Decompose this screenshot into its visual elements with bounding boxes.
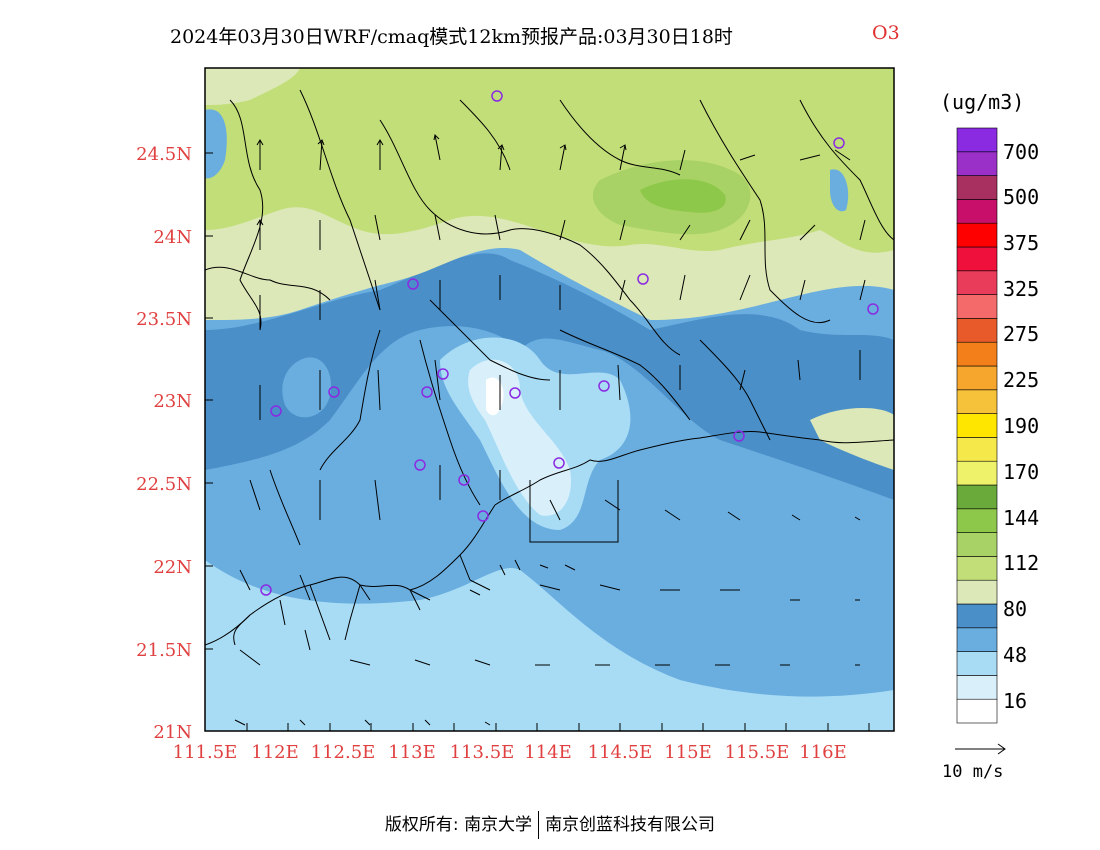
- title-main: 2024年03月30日WRF/cmaq模式12km预报产品:03月30日18时: [170, 26, 733, 48]
- colorbar-segment: [956, 175, 998, 200]
- colorbar-label: 16: [1003, 689, 1027, 713]
- colorbar-segment: [956, 246, 998, 272]
- colorbar-segment: [956, 651, 998, 676]
- colorbar-segment: [956, 222, 998, 248]
- colorbar-segment: [956, 199, 998, 224]
- colorbar-label: 170: [1003, 460, 1039, 484]
- colorbar-label: 700: [1003, 140, 1039, 164]
- colorbar-segment: [956, 603, 998, 629]
- lon-label: 114.5E: [588, 742, 653, 763]
- lon-label: 112.5E: [311, 742, 376, 763]
- colorbar-segment: [956, 270, 998, 295]
- colorbar-label: 190: [1003, 414, 1039, 438]
- colorbar-segment: [956, 556, 998, 581]
- colorbar-segment: [956, 437, 998, 462]
- lat-label: 24.5N: [136, 144, 192, 165]
- colorbar-segment: [956, 365, 998, 391]
- colorbar: [956, 127, 998, 724]
- colorbar-segment: [956, 151, 998, 176]
- lat-label: 22N: [153, 557, 192, 578]
- copyright-owner1: 南京大学: [464, 815, 533, 835]
- wind-vectors: [234, 133, 866, 726]
- colorbar-label: 48: [1003, 643, 1027, 667]
- copyright: 版权所有: 南京大学 南京创蓝科技有限公司: [0, 810, 1100, 839]
- lat-label: 22.5N: [136, 474, 192, 495]
- latitude-labels: 24.5N 24N 23.5N 23N 22.5N 22N 21.5N 21N: [136, 144, 192, 743]
- colorbar-segment: [956, 627, 998, 652]
- lat-label: 23N: [153, 391, 192, 412]
- colorbar-labels: 16 48 80 112 144 170 190 225 275 325 375…: [1003, 140, 1039, 713]
- colorbar-segment: [956, 579, 998, 605]
- colorbar-label: 80: [1003, 597, 1027, 621]
- lon-label: 114E: [524, 742, 572, 763]
- concentration-field: [205, 68, 894, 731]
- copyright-owner2: 南京创蓝科技有限公司: [545, 815, 716, 835]
- colorbar-unit: (ug/m3): [940, 90, 1025, 114]
- colorbar-label: 325: [1003, 277, 1039, 301]
- longitude-labels: 111.5E 112E 112.5E 113E 113.5E 114E 114.…: [173, 742, 847, 763]
- colorbar-label: 275: [1003, 322, 1039, 346]
- colorbar-segment: [956, 318, 998, 343]
- lon-label: 115E: [664, 742, 712, 763]
- lon-label: 113.5E: [450, 742, 515, 763]
- colorbar-label: 144: [1003, 506, 1039, 530]
- colorbar-segment: [956, 698, 998, 724]
- wind-reference-arrow: [955, 743, 1006, 755]
- colorbar-segment: [956, 532, 998, 557]
- lat-label: 21.5N: [136, 640, 192, 661]
- lat-label: 21N: [153, 722, 192, 743]
- colorbar-segment: [956, 460, 998, 486]
- colorbar-segment: [956, 484, 998, 510]
- lon-label: 115.5E: [725, 742, 790, 763]
- colorbar-label: 500: [1003, 185, 1039, 209]
- colorbar-segment: [956, 508, 998, 533]
- colorbar-label: 225: [1003, 368, 1039, 392]
- lon-label: 112E: [251, 742, 299, 763]
- monitoring-stations: [260, 90, 879, 596]
- lon-label: 116E: [799, 742, 847, 763]
- colorbar-segment: [956, 294, 998, 319]
- colorbar-segment: [956, 675, 998, 700]
- colorbar-segment: [956, 341, 998, 367]
- lon-label: 113E: [388, 742, 436, 763]
- copyright-separator: [538, 811, 540, 839]
- lat-label: 24N: [153, 227, 192, 248]
- colorbar-label: 112: [1003, 551, 1039, 575]
- axis-ticks: [204, 152, 870, 732]
- lat-label: 23.5N: [136, 309, 192, 330]
- wind-reference-label: 10 m/s: [942, 762, 1004, 782]
- lon-label: 111.5E: [173, 742, 238, 763]
- colorbar-segment: [956, 389, 998, 414]
- colorbar-label: 375: [1003, 231, 1039, 255]
- copyright-owner-label: 版权所有:: [384, 815, 459, 835]
- colorbar-segment: [956, 127, 998, 153]
- title-pollutant: O3: [872, 22, 900, 44]
- colorbar-segment: [956, 413, 998, 438]
